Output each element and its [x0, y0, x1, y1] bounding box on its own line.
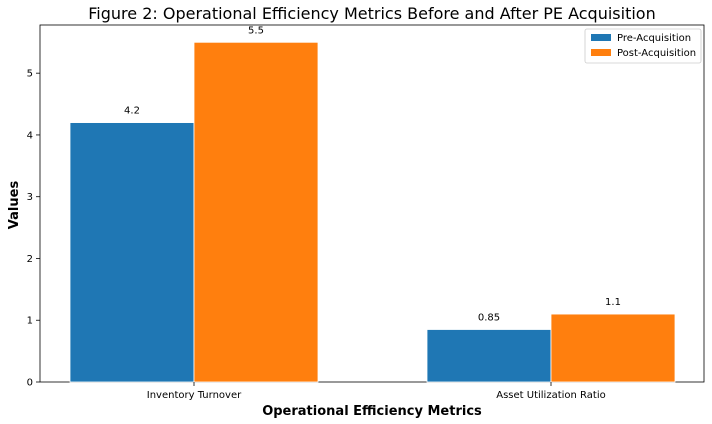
- plot-area: 0 1 2 3 4 5 4.2 5.5 Inventory Turnover 0.85 1.1 Ass…: [27, 24, 705, 401]
- bar-post-acquisition-0: [193, 41, 319, 383]
- legend-label: Post-Acquisition: [617, 48, 696, 59]
- legend-label: Pre-Acquisition: [617, 33, 691, 44]
- bar-pre-acquisition-1: [426, 329, 552, 383]
- y-axis-title: Values: [7, 181, 22, 230]
- legend-swatch: [591, 49, 611, 56]
- data-label: 1.1: [605, 297, 621, 308]
- y-tick-label: 2: [27, 254, 33, 265]
- x-tick-label: Inventory Turnover: [147, 390, 242, 401]
- legend: Pre-Acquisition Post-Acquisition: [584, 28, 702, 64]
- data-label: 0.85: [478, 313, 500, 324]
- x-tick-label: Asset Utilization Ratio: [496, 390, 605, 401]
- data-label: 4.2: [124, 106, 140, 117]
- legend-swatch: [591, 34, 611, 41]
- bar-pre-acquisition-0: [69, 122, 195, 383]
- legend-box: [584, 28, 702, 64]
- y-tick-label: 4: [27, 130, 33, 141]
- bar-post-acquisition-1: [550, 313, 676, 383]
- y-tick-label: 3: [27, 192, 33, 203]
- chart-title: Figure 2: Operational Efficiency Metrics…: [88, 4, 655, 23]
- y-tick-label: 5: [27, 69, 33, 80]
- y-tick-label: 0: [27, 378, 33, 389]
- x-axis-title: Operational Efficiency Metrics: [262, 404, 482, 419]
- plot-frame: [39, 24, 705, 383]
- data-label: 5.5: [248, 25, 264, 36]
- y-tick-label: 1: [27, 316, 33, 327]
